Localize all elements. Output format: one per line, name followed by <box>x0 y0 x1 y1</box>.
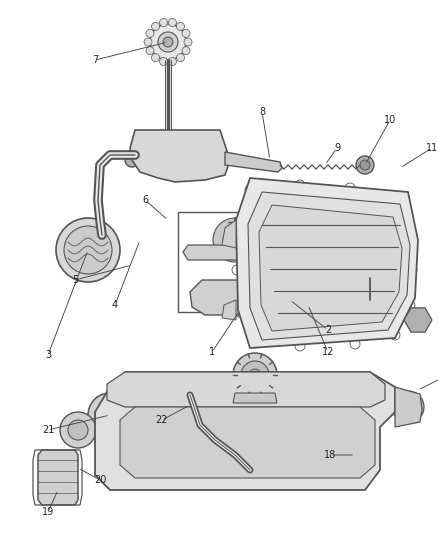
Text: 9: 9 <box>334 143 340 153</box>
Circle shape <box>152 54 159 62</box>
Polygon shape <box>130 130 230 182</box>
Bar <box>178 212 288 312</box>
Text: 2: 2 <box>325 325 331 335</box>
Polygon shape <box>107 372 385 407</box>
Circle shape <box>188 143 216 171</box>
Circle shape <box>223 228 247 252</box>
Circle shape <box>241 361 269 389</box>
Circle shape <box>356 156 374 174</box>
Polygon shape <box>225 152 282 172</box>
Circle shape <box>182 47 190 55</box>
Text: 7: 7 <box>92 55 98 65</box>
Polygon shape <box>236 178 418 348</box>
Text: 5: 5 <box>72 275 78 285</box>
Circle shape <box>150 139 186 175</box>
Circle shape <box>159 58 168 66</box>
Circle shape <box>88 393 132 437</box>
Circle shape <box>301 298 315 312</box>
Circle shape <box>410 312 426 328</box>
Circle shape <box>158 32 178 52</box>
Circle shape <box>159 19 168 27</box>
Text: 8: 8 <box>259 107 265 117</box>
Polygon shape <box>222 300 236 320</box>
Polygon shape <box>404 308 432 332</box>
Circle shape <box>360 160 370 170</box>
Circle shape <box>366 298 374 306</box>
Circle shape <box>56 218 120 282</box>
Circle shape <box>177 22 184 30</box>
Circle shape <box>146 47 154 55</box>
Polygon shape <box>259 205 402 331</box>
Circle shape <box>152 22 159 30</box>
Text: 1: 1 <box>209 347 215 357</box>
Circle shape <box>60 412 96 448</box>
Circle shape <box>146 29 154 37</box>
Circle shape <box>169 58 177 66</box>
Circle shape <box>150 24 186 60</box>
Circle shape <box>125 153 139 167</box>
Circle shape <box>169 19 177 27</box>
Circle shape <box>392 391 424 423</box>
Text: 20: 20 <box>94 475 106 485</box>
Text: 10: 10 <box>384 115 396 125</box>
Text: 21: 21 <box>42 425 54 435</box>
Polygon shape <box>395 387 422 427</box>
Circle shape <box>196 151 208 163</box>
Text: 18: 18 <box>324 450 336 460</box>
Circle shape <box>96 401 124 429</box>
Circle shape <box>68 420 88 440</box>
Text: 6: 6 <box>142 195 148 205</box>
Circle shape <box>160 149 176 165</box>
Circle shape <box>362 270 378 286</box>
Polygon shape <box>120 407 375 478</box>
Polygon shape <box>233 393 277 403</box>
Polygon shape <box>248 192 410 340</box>
Circle shape <box>182 29 190 37</box>
Circle shape <box>144 38 152 46</box>
Polygon shape <box>222 220 236 248</box>
Circle shape <box>104 409 116 421</box>
Text: 19: 19 <box>42 507 54 517</box>
Circle shape <box>154 409 166 421</box>
Circle shape <box>145 400 175 430</box>
Circle shape <box>184 38 192 46</box>
Circle shape <box>177 54 184 62</box>
Circle shape <box>249 369 261 381</box>
Polygon shape <box>95 372 395 490</box>
Polygon shape <box>183 245 282 260</box>
Polygon shape <box>38 450 78 505</box>
Polygon shape <box>190 280 280 315</box>
Circle shape <box>233 353 277 397</box>
Text: 4: 4 <box>112 300 118 310</box>
Text: 12: 12 <box>322 347 334 357</box>
Circle shape <box>136 391 184 439</box>
Text: 3: 3 <box>45 350 51 360</box>
Text: 11: 11 <box>426 143 438 153</box>
Circle shape <box>64 226 112 274</box>
Text: 22: 22 <box>156 415 168 425</box>
Circle shape <box>163 37 173 47</box>
Circle shape <box>213 218 257 262</box>
Circle shape <box>400 399 416 415</box>
